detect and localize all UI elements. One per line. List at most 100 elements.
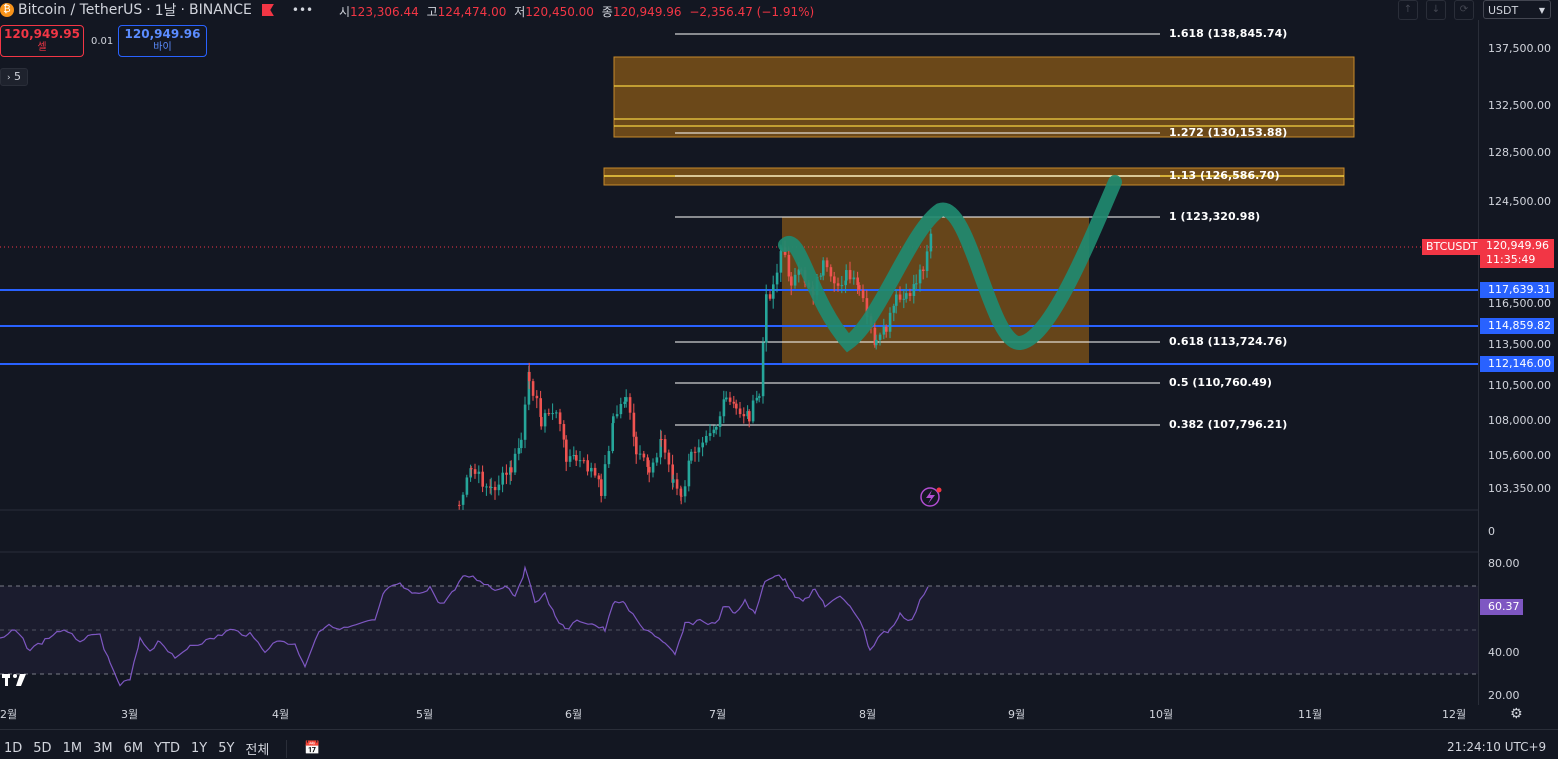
chevron-icon: ›	[6, 73, 11, 83]
candle	[895, 294, 898, 306]
candle	[547, 413, 551, 415]
candle	[659, 439, 662, 458]
candle	[555, 412, 558, 414]
range-1m[interactable]: 1M	[62, 741, 83, 756]
range-bar: 1D 5D 1M 3M 6M YTD 1Y 5Y 전체 📅	[4, 739, 321, 758]
candle	[655, 457, 659, 463]
candle	[651, 462, 655, 473]
time-tick: 6월	[565, 708, 583, 721]
candle	[746, 411, 749, 417]
candle	[497, 484, 501, 491]
fib-label: 0.618 (113,724.76)	[1169, 335, 1288, 348]
time-tick: 7월	[709, 708, 727, 721]
refresh-icon[interactable]: ⟳	[1454, 0, 1474, 20]
candle	[751, 400, 755, 422]
candle	[565, 439, 568, 462]
candle	[873, 327, 877, 346]
buy-button[interactable]: 120,949.96 바이	[118, 25, 207, 57]
fib-label: 1.618 (138,845.74)	[1169, 27, 1288, 40]
horizontal-line-tag-3: 112,146.00	[1480, 356, 1554, 372]
range-all[interactable]: 전체	[245, 743, 270, 758]
fib-label: 0.382 (107,796.21)	[1169, 418, 1288, 431]
range-3m[interactable]: 3M	[93, 741, 113, 756]
candle	[755, 397, 759, 401]
candle	[882, 326, 886, 335]
candle	[742, 414, 746, 417]
chart-canvas[interactable]	[0, 0, 1478, 705]
candle	[477, 471, 481, 474]
range-1d[interactable]: 1D	[4, 741, 23, 756]
candle	[693, 451, 697, 453]
candle	[646, 457, 649, 467]
candle	[797, 269, 801, 275]
indicator-toggle[interactable]: › 5	[0, 68, 28, 86]
candle	[680, 495, 683, 497]
change-label: −2,356.47 (−1.91%)	[689, 5, 815, 19]
candle	[586, 460, 589, 472]
arrow-up-icon[interactable]: ↑	[1398, 0, 1418, 20]
candle	[683, 486, 687, 497]
more-icon[interactable]: •••	[291, 3, 314, 17]
fib-retracement[interactable]	[675, 33, 1160, 426]
price-tick: 113,500.00	[1488, 338, 1551, 351]
candle	[578, 460, 582, 462]
range-5y[interactable]: 5Y	[218, 741, 235, 756]
candle	[735, 403, 738, 409]
candle	[539, 398, 542, 417]
range-ytd[interactable]: YTD	[154, 741, 180, 756]
price-tick: 110,500.00	[1488, 379, 1551, 392]
price-tick: 108,000.00	[1488, 414, 1551, 427]
candle	[535, 395, 539, 399]
candle	[660, 439, 663, 441]
candle	[470, 468, 473, 470]
candle	[908, 293, 912, 296]
symbol-header[interactable]: ₿ Bitcoin / TetherUS · 1날 · BINANCE •••	[0, 0, 330, 20]
clock-label: 21:24:10 UTC+9	[1447, 740, 1547, 754]
price-tick: 124,500.00	[1488, 195, 1551, 208]
sell-button[interactable]: 120,949.95 셀	[0, 25, 84, 57]
currency-select[interactable]: USDT ▼	[1483, 0, 1551, 19]
candle	[925, 251, 929, 272]
candle	[597, 475, 601, 480]
spread-label: 0.01	[91, 36, 114, 47]
price-tick: 132,500.00	[1488, 99, 1551, 112]
candle	[819, 275, 823, 277]
target-zone-upper[interactable]	[613, 56, 1355, 138]
calendar-icon[interactable]: 📅	[304, 741, 321, 756]
candle	[758, 396, 761, 398]
range-5d[interactable]: 5D	[33, 741, 52, 756]
candle	[833, 276, 836, 284]
price-tick: 103,350.00	[1488, 482, 1551, 495]
candle	[582, 460, 586, 462]
candle	[675, 479, 679, 489]
candle	[623, 401, 626, 405]
candle	[632, 412, 636, 437]
candle	[822, 260, 825, 276]
candle	[562, 424, 566, 440]
candle	[642, 453, 646, 458]
range-6m[interactable]: 6M	[123, 741, 144, 756]
candle	[625, 397, 628, 402]
candle	[761, 342, 765, 397]
candle	[593, 467, 597, 476]
time-tick: 12월	[1442, 708, 1467, 721]
interval-label[interactable]: 1날	[154, 3, 177, 19]
range-1y[interactable]: 1Y	[190, 741, 208, 756]
candle	[793, 274, 797, 286]
flag-icon[interactable]	[261, 4, 274, 16]
flash-icon[interactable]	[920, 487, 942, 507]
projection-path[interactable]	[778, 175, 1122, 353]
candle	[510, 467, 513, 473]
candle	[705, 435, 708, 443]
candle	[493, 486, 497, 491]
candle	[690, 451, 693, 461]
candle	[772, 284, 775, 299]
rsi-value-tag: 60.37	[1480, 599, 1523, 615]
candle	[892, 305, 896, 313]
candle	[528, 371, 531, 382]
candle	[775, 272, 779, 285]
arrow-down-icon[interactable]: ↓	[1426, 0, 1446, 20]
candle	[628, 397, 632, 413]
settings-icon[interactable]: ⚙	[1510, 706, 1523, 722]
candle	[638, 453, 642, 455]
